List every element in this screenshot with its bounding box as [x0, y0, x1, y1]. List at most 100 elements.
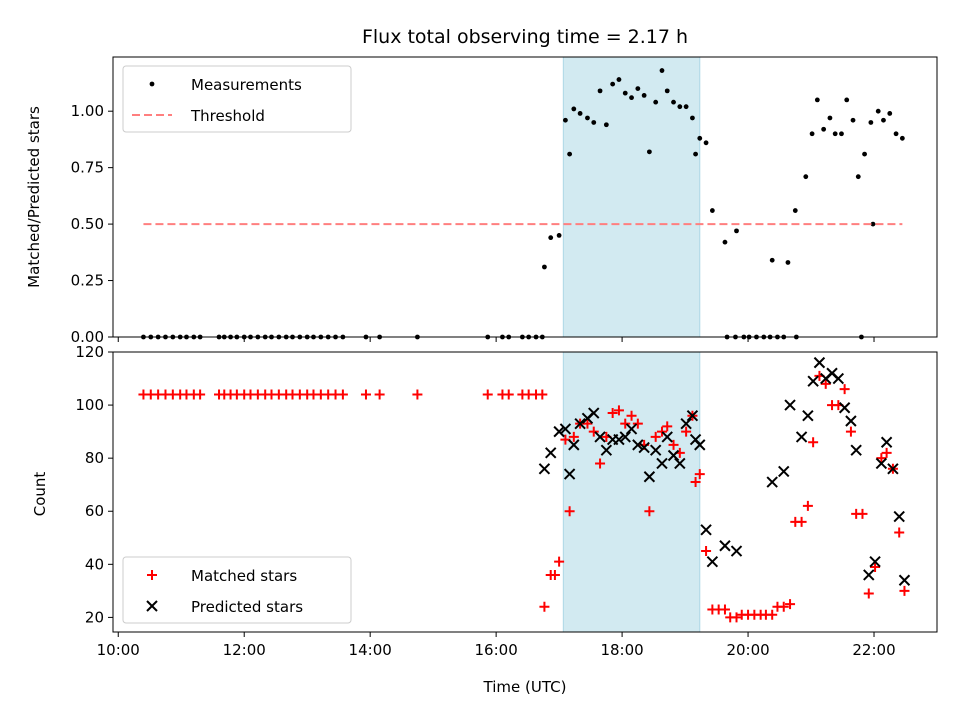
- data-point: [643, 471, 656, 483]
- data-point: [875, 457, 888, 470]
- data-point: [876, 453, 887, 464]
- data-point: [868, 120, 874, 125]
- data-point: [680, 417, 692, 430]
- bottom-panel-counts: 20 40 60 80 100 120 10:00 12:00 14:00 16:00 18:00 2…: [75, 343, 938, 659]
- x-tick-label: 22:00: [852, 641, 895, 659]
- y-tick-label: 100: [75, 396, 104, 414]
- y-tick-label: 0.75: [71, 159, 104, 177]
- data-point: [542, 264, 547, 270]
- data-point: [706, 555, 719, 568]
- x-tick-label: 16:00: [475, 641, 518, 659]
- x-tick-label: 20:00: [726, 641, 769, 659]
- legend-label: Matched stars: [191, 567, 297, 585]
- x-tick-label: 14:00: [349, 641, 392, 659]
- data-point: [730, 545, 743, 557]
- data-point: [893, 131, 899, 137]
- data-point: [827, 115, 833, 121]
- legend-box: [122, 65, 352, 133]
- data-point: [549, 569, 560, 580]
- data-point: [785, 599, 796, 610]
- data-point: [821, 126, 827, 132]
- data-point: [808, 437, 819, 448]
- legend: Matched stars Predicted stars: [122, 556, 352, 624]
- data-point: [610, 81, 616, 87]
- data-point: [337, 389, 348, 400]
- data-point: [803, 174, 809, 180]
- data-point: [545, 447, 557, 459]
- data-point: [635, 86, 641, 92]
- data-point: [722, 239, 728, 245]
- data-point: [677, 104, 683, 110]
- data-point: [671, 99, 676, 105]
- x-tick-label: 12:00: [223, 641, 266, 659]
- y-tick-label: 80: [85, 449, 104, 467]
- data-point: [664, 88, 670, 94]
- data-point: [571, 106, 577, 112]
- data-point: [855, 174, 861, 180]
- data-point: [719, 604, 730, 615]
- data-point: [850, 444, 862, 456]
- data-point: [899, 585, 910, 596]
- data-point: [694, 439, 706, 451]
- data-point: [564, 506, 575, 517]
- y-tick-label: 20: [85, 608, 104, 626]
- data-point: [616, 77, 622, 82]
- data-point: [683, 104, 689, 110]
- data-point: [814, 97, 820, 103]
- legend-label: Predicted stars: [191, 598, 303, 616]
- data-point: [619, 431, 631, 443]
- data-point: [597, 88, 603, 94]
- y-tick-label: 1.00: [71, 102, 104, 120]
- data-point: [731, 612, 742, 623]
- data-point: [626, 410, 637, 421]
- data-point: [632, 439, 644, 451]
- data-point: [863, 569, 875, 581]
- data-point: [869, 555, 881, 568]
- data-point: [700, 524, 712, 536]
- data-point: [832, 372, 845, 385]
- data-point: [694, 469, 705, 480]
- data-point: [701, 546, 712, 557]
- shaded-observing-span: [562, 56, 701, 338]
- data-point: [595, 458, 606, 469]
- data-point: [766, 476, 778, 488]
- data-point: [839, 131, 844, 137]
- data-point: [661, 431, 673, 443]
- data-point: [778, 601, 789, 612]
- data-point: [662, 421, 673, 432]
- data-point: [412, 389, 423, 400]
- data-point: [650, 431, 661, 442]
- data-point: [591, 120, 597, 125]
- data-point: [697, 135, 703, 141]
- data-point: [568, 439, 580, 451]
- legend: Measurements Threshold: [122, 65, 352, 133]
- data-point: [778, 465, 790, 478]
- data-point: [638, 441, 650, 454]
- y-tick-label: 0.50: [71, 215, 104, 233]
- data-point: [887, 463, 899, 475]
- data-point: [632, 418, 643, 429]
- data-point: [588, 426, 599, 437]
- data-point: [195, 389, 206, 400]
- data-point: [622, 90, 628, 96]
- data-point: [785, 260, 791, 265]
- data-point: [845, 426, 856, 437]
- data-point: [625, 423, 638, 435]
- data-point: [796, 516, 807, 527]
- data-point: [667, 449, 680, 462]
- data-point: [574, 417, 586, 430]
- data-point: [641, 92, 647, 98]
- data-point: [784, 399, 796, 411]
- data-point: [850, 117, 856, 123]
- data-point: [568, 431, 579, 442]
- data-point: [613, 405, 624, 416]
- data-point: [656, 457, 668, 470]
- data-point: [881, 447, 892, 458]
- data-point: [548, 235, 554, 241]
- data-point: [563, 468, 576, 480]
- axes-frame: [112, 351, 938, 633]
- data-point: [567, 151, 573, 157]
- x-tick-label: 10:00: [97, 641, 140, 659]
- y-tick-label: 0.25: [71, 272, 104, 290]
- y-tick-label: 0.00: [71, 328, 104, 346]
